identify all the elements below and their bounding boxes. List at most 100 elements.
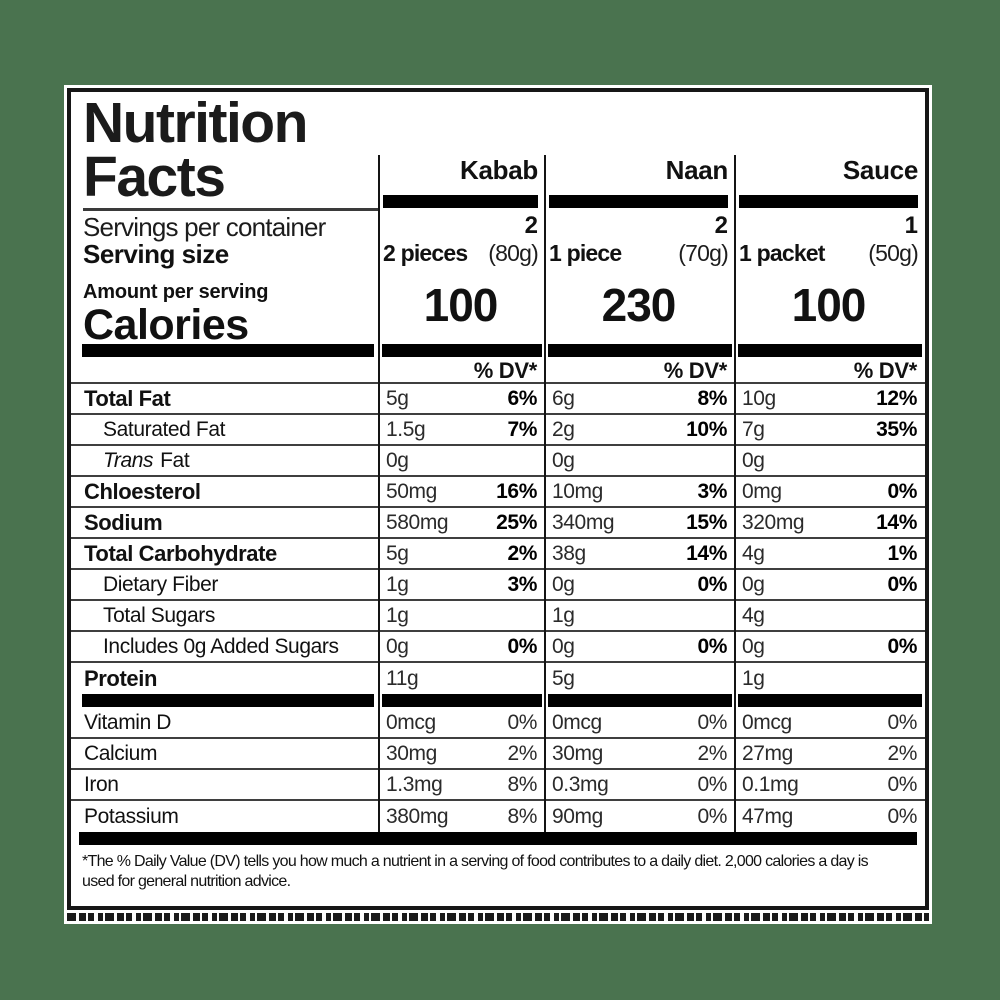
nutrient-label: Total Fat [71,386,379,412]
nutrient-label-text: Fat [160,448,190,472]
nutrient-value-sauce: 0g [735,449,925,473]
nutrient-value-sauce: 320mg 14% [735,511,925,535]
nutrient-label-text: Sodium [84,509,163,535]
amount-value: 0g [742,634,765,658]
section-bar [71,694,925,708]
dv-value: 35% [876,417,917,441]
amount-value: 380mg [386,804,449,828]
amount-value: 320mg [742,510,805,534]
nutrient-value-kabab: 0mcg 0% [379,711,545,735]
amount-value: 1g [552,603,575,627]
nutrient-value-naan: 6g 8% [545,387,735,411]
dv-value: 0% [887,634,917,658]
product-calories-value: 100 [791,279,867,331]
product-calories-value: 100 [423,279,499,331]
nutrient-row: Total Carbohydrate 5g 2% 38g 14% 4g 1% [71,539,925,570]
nutrient-value-naan: 30mg 2% [545,742,735,766]
nutrient-value-sauce: 7g 35% [735,418,925,442]
product-column-sauce: Sauce 1 1 packet (50g) 100 [735,92,925,344]
nutrient-value-kabab: 1.3mg 8% [379,773,545,797]
serving-weight-text: (80g) [488,240,538,266]
amount-value: 1g [386,603,409,627]
product-serving-size: 2 pieces (80g) [383,239,539,267]
amount-value: 90mg [552,804,603,828]
nutrient-row: Iron 1.3mg 8% 0.3mg 0% 0.1mg 0% [71,770,925,801]
nutrient-value-sauce: 0.1mg 0% [735,773,925,797]
product-name: Sauce [842,155,918,185]
dv-value: 14% [876,510,917,534]
column-divider [378,155,380,832]
nutrient-row: Trans Fat 0g 0g 0g [71,446,925,477]
bar-segment [82,344,374,357]
nutrient-value-naan: 90mg 0% [545,805,735,829]
amount-value: 1g [386,572,409,596]
dv-value: 15% [686,510,727,534]
nutrient-row: Dietary Fiber 1g 3% 0g 0% 0g 0% [71,570,925,601]
vitamin-rows: Vitamin D 0mcg 0% 0mcg 0% 0mcg 0% Calcium 3… [71,708,925,832]
nutrient-value-kabab: 1g [379,604,545,628]
amount-value: 0g [552,572,575,596]
nutrient-label: Iron [71,773,379,797]
nutrient-label-text: Potassium [84,804,179,828]
nutrient-label: Saturated Fat [71,418,379,442]
nutrient-label: Dietary Fiber [71,573,379,597]
nutrient-value-kabab: 380mg 8% [379,805,545,829]
amount-value: 0g [386,448,409,472]
nutrient-value-sauce: 0mg 0% [735,480,925,504]
nutrient-label-text: Dietary Fiber [103,572,218,596]
nutrient-label-text: Includes 0g Added Sugars [103,634,339,658]
amount-value: 5g [386,541,409,565]
footnote-bar [79,832,917,845]
dv-value: 10% [686,417,727,441]
serving-size-label: Serving size [83,239,229,269]
dv-value: 0% [697,804,727,828]
amount-value: 6g [552,386,575,410]
nutrient-row: Total Fat 5g 6% 6g 8% 10g 12% [71,384,925,415]
amount-value: 10mg [552,479,603,503]
nutrient-value-naan: 0g [545,449,735,473]
nutrient-value-kabab: 580mg 25% [379,511,545,535]
amount-value: 10g [742,386,776,410]
product-column-kabab: Kabab 2 2 pieces (80g) 100 [379,92,545,344]
product-serving-size: 1 packet (50g) [739,239,919,267]
section-bar [71,344,925,358]
nutrient-value-kabab: 5g 6% [379,387,545,411]
nutrient-value-kabab: 1.5g 7% [379,418,545,442]
nutrient-value-kabab: 1g 3% [379,573,545,597]
nutrient-value-naan: 38g 14% [545,542,735,566]
product-header-bar [549,195,728,208]
dv-value: 25% [496,510,537,534]
dv-value: 2% [507,741,537,765]
servings-per-container-label: Servings per container [83,212,326,242]
serving-size-text: 1 piece [549,240,622,266]
product-header-bar [739,195,918,208]
nutrient-label: Sodium [71,510,379,536]
footnote-bar-row [71,832,925,846]
amount-value: 580mg [386,510,449,534]
dv-value: 0% [697,772,727,796]
amount-value: 38g [552,541,586,565]
dv-value: 6% [507,386,537,410]
product-name: Naan [665,155,729,185]
nutrient-value-kabab: 0g 0% [379,635,545,659]
dv-header: % DV* [663,358,728,383]
nutrient-label: Trans Fat [71,449,379,473]
dv-value: 7% [507,417,537,441]
amount-value: 50mg [386,479,437,503]
amount-value: 4g [742,603,765,627]
amount-value: 1g [742,666,765,690]
bar-segment [738,344,922,357]
amount-value: 5g [386,386,409,410]
nutrient-value-kabab: 50mg 16% [379,480,545,504]
nutrient-row: Chloesterol 50mg 16% 10mg 3% 0mg 0% [71,477,925,508]
nutrient-label-text: Total Fat [84,385,171,411]
amount-value: 0mg [742,479,782,503]
nutrient-value-sauce: 0mcg 0% [735,711,925,735]
nutrient-value-sauce: 47mg 0% [735,805,925,829]
product-servings-count: 1 [904,212,918,239]
nutrient-value-sauce: 1g [735,667,925,691]
bar-segment [382,344,542,357]
dv-value: 8% [507,772,537,796]
dv-value: 0% [887,710,917,734]
